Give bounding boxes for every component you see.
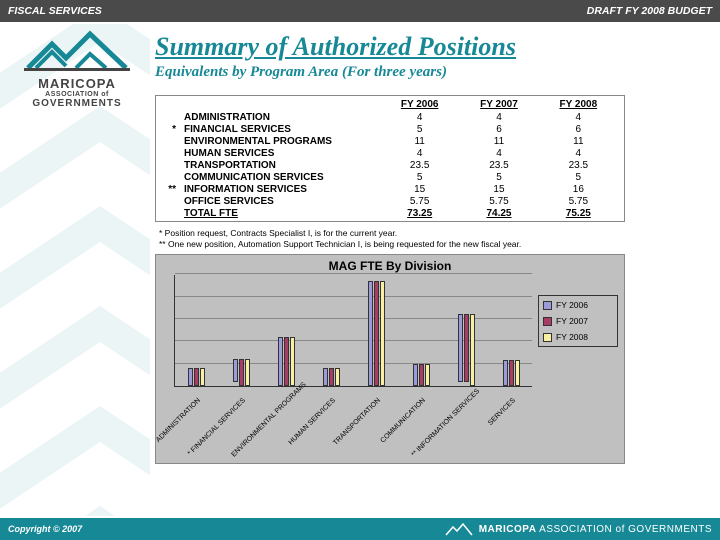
fte-chart: MAG FTE By Division FY 2006FY 2007FY 200…: [155, 254, 625, 464]
footer-mountain-icon: [445, 522, 473, 536]
main-content: Summary of Authorized Positions Equivale…: [155, 32, 708, 464]
bar: [290, 337, 295, 386]
bar-group: [413, 364, 430, 386]
header-left: FISCAL SERVICES: [8, 5, 102, 17]
bar: [458, 314, 463, 381]
bar: [188, 368, 193, 386]
chart-title: MAG FTE By Division: [162, 259, 618, 273]
bar: [464, 314, 469, 381]
header-bar: FISCAL SERVICES DRAFT FY 2008 BUDGET: [0, 0, 720, 22]
bar: [278, 337, 283, 386]
logo-line3: GOVERNMENTS: [12, 98, 142, 109]
footnote-2: ** One new position, Automation Support …: [159, 239, 708, 250]
footnote-1: * Position request, Contracts Specialist…: [159, 228, 708, 239]
legend-item: FY 2006: [543, 300, 613, 310]
bar: [503, 360, 508, 386]
page-subtitle: Equivalents by Program Area (For three y…: [155, 64, 708, 81]
positions-table-wrap: FY 2006FY 2007FY 2008ADMINISTRATION444*F…: [155, 95, 625, 222]
bar: [194, 368, 199, 386]
logo-mountain-icon: [22, 30, 132, 72]
legend-item: FY 2008: [543, 332, 613, 342]
chart-legend: FY 2006 FY 2007 FY 2008: [538, 295, 618, 347]
bar: [368, 281, 373, 386]
bar: [413, 364, 418, 386]
bar-group: [233, 359, 250, 386]
bar: [425, 364, 430, 386]
logo-line2: ASSOCIATION of: [12, 91, 142, 98]
footer-logo: MARICOPA ASSOCIATION of GOVERNMENTS: [445, 522, 712, 536]
copyright: Copyright © 2007: [8, 524, 82, 534]
logo: MARICOPA ASSOCIATION of GOVERNMENTS: [12, 30, 142, 109]
bar: [329, 368, 334, 386]
header-right: DRAFT FY 2008 BUDGET: [587, 5, 712, 17]
table-row: *FINANCIAL SERVICES566: [162, 123, 618, 135]
bar-group: [323, 368, 340, 386]
bar: [239, 359, 244, 386]
table-row: COMMUNICATION SERVICES555: [162, 171, 618, 183]
bar-group: [368, 281, 385, 386]
bar: [335, 368, 340, 386]
bar: [284, 337, 289, 386]
bar: [509, 360, 514, 386]
bar: [200, 368, 205, 386]
bar-group: [188, 368, 205, 386]
bar: [419, 364, 424, 386]
chart-plot-area: [174, 275, 532, 387]
bar: [323, 368, 328, 386]
table-row: HUMAN SERVICES444: [162, 147, 618, 159]
bar: [380, 281, 385, 386]
bar-group: [458, 314, 475, 386]
table-total-row: TOTAL FTE73.2574.2575.25: [162, 207, 618, 219]
bar-group: [503, 360, 520, 386]
bar: [515, 360, 520, 386]
table-row: ADMINISTRATION444: [162, 111, 618, 123]
legend-item: FY 2007: [543, 316, 613, 326]
bar-group: [278, 337, 295, 386]
logo-line1: MARICOPA: [12, 76, 142, 91]
table-row: ENVIRONMENTAL PROGRAMS111111: [162, 135, 618, 147]
table-row: TRANSPORTATION23.523.523.5: [162, 159, 618, 171]
bar: [245, 359, 250, 386]
table-row: OFFICE SERVICES5.755.755.75: [162, 195, 618, 207]
table-row: **INFORMATION SERVICES151516: [162, 183, 618, 195]
bar: [374, 281, 379, 386]
footer-org: MARICOPA ASSOCIATION of GOVERNMENTS: [479, 524, 712, 535]
footnotes: * Position request, Contracts Specialist…: [159, 228, 708, 250]
page-title: Summary of Authorized Positions: [155, 32, 708, 62]
footer-bar: Copyright © 2007 MARICOPA ASSOCIATION of…: [0, 518, 720, 540]
bar: [233, 359, 238, 381]
bar: [470, 314, 475, 386]
chart-x-labels: ADMINISTRATION* FINANCIAL SERVICESENVIRO…: [174, 397, 538, 461]
positions-table: FY 2006FY 2007FY 2008ADMINISTRATION444*F…: [162, 98, 618, 219]
